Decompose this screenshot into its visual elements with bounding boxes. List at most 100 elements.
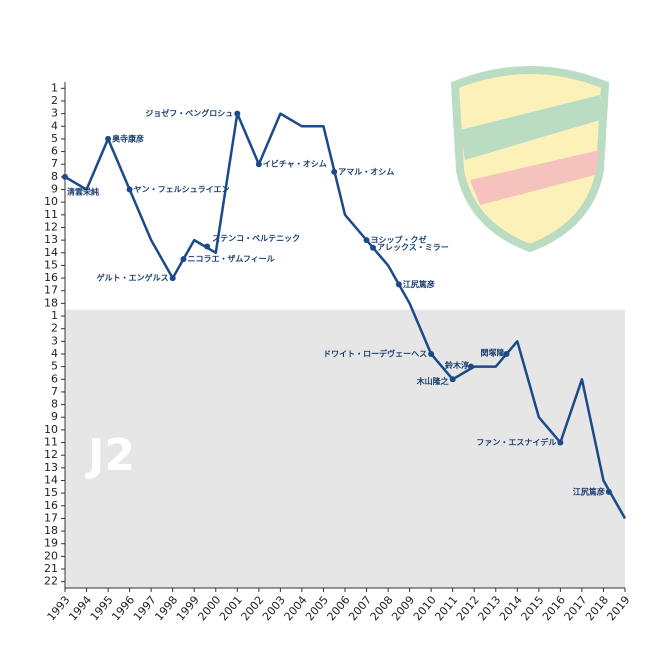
y-tick-label: 17 xyxy=(44,284,58,297)
x-tick-label: 2017 xyxy=(562,594,590,624)
point-label: アマル・オシム xyxy=(338,167,394,176)
point-label: 清雲栄純 xyxy=(67,186,99,196)
point xyxy=(468,363,474,370)
point xyxy=(331,168,338,175)
y-tick-label: 2 xyxy=(51,322,58,335)
x-tick-label: 1995 xyxy=(88,594,116,624)
x-tick-label: 2016 xyxy=(540,594,568,624)
point xyxy=(126,186,133,193)
x-tick-label: 1993 xyxy=(45,594,73,624)
point-label: イビチャ・オシム xyxy=(263,159,327,169)
point xyxy=(204,243,211,250)
x-tick-label: 2011 xyxy=(432,594,460,624)
point xyxy=(363,237,370,244)
x-tick-label: 2014 xyxy=(497,594,525,624)
point-label: ゲルト・エンゲルス xyxy=(97,273,169,283)
x-tick-label: 2008 xyxy=(368,594,396,624)
point xyxy=(370,244,376,251)
y-tick-label: 11 xyxy=(44,208,58,221)
x-tick-label: 2000 xyxy=(195,594,223,624)
y-tick-label: 12 xyxy=(44,448,58,461)
x-tick-label: 1997 xyxy=(131,594,159,624)
point-label: ジョゼフ・ベングロシュ xyxy=(145,108,233,118)
x-tick-label: 2018 xyxy=(583,594,611,624)
point-label: ヤン・フェルシュライエン xyxy=(134,185,230,194)
y-tick-label: 7 xyxy=(51,385,58,398)
y-tick-label: 16 xyxy=(44,271,58,284)
point-label: 木山隆之 xyxy=(416,376,449,386)
division-label: J2 xyxy=(85,430,135,481)
y-tick-label: 14 xyxy=(44,473,58,486)
y-tick-label: 1 xyxy=(51,309,58,322)
point xyxy=(605,488,612,495)
point-label: ステンコ・ベルテニック xyxy=(212,233,300,243)
x-tick-label: 2004 xyxy=(282,594,310,624)
x-tick-label: 2001 xyxy=(217,594,245,624)
point xyxy=(255,161,262,168)
point-label: ヨシップ・クゼ xyxy=(371,235,427,245)
y-tick-label: 8 xyxy=(51,170,58,183)
y-tick-label: 17 xyxy=(44,511,58,524)
y-tick-label: 5 xyxy=(51,360,58,373)
x-tick-label: 1996 xyxy=(109,594,137,624)
point-label: ドワイト・ローデヴェーヘス xyxy=(323,348,427,358)
y-tick-label: 22 xyxy=(44,575,58,588)
x-tick-label: 2006 xyxy=(325,594,353,624)
x-tick-label: 2002 xyxy=(238,594,266,624)
y-tick-label: 8 xyxy=(51,398,58,411)
y-tick-label: 16 xyxy=(44,499,58,512)
y-tick-label: 18 xyxy=(44,296,58,309)
x-tick-label: 1999 xyxy=(174,594,202,624)
x-tick-label: 2019 xyxy=(605,594,633,624)
y-tick-label: 6 xyxy=(51,372,58,385)
point xyxy=(180,256,187,263)
point-label: アレックス・ミラー xyxy=(377,242,449,252)
y-tick-label: 5 xyxy=(51,132,58,145)
y-tick-label: 1 xyxy=(51,81,58,94)
point xyxy=(169,275,176,282)
y-tick-label: 21 xyxy=(44,562,58,575)
y-tick-label: 15 xyxy=(44,486,58,499)
point-label: 奥寺康彦 xyxy=(111,133,144,143)
y-tick-label: 4 xyxy=(51,347,58,360)
point xyxy=(428,350,435,357)
x-tick-label: 2005 xyxy=(303,594,331,624)
point xyxy=(449,376,456,383)
x-tick-label: 2015 xyxy=(518,594,546,624)
point xyxy=(105,135,112,142)
point xyxy=(62,173,68,180)
x-tick-label: 2009 xyxy=(389,594,417,624)
point-label: 江尻篤彦 xyxy=(403,279,435,289)
x-tick-label: 1998 xyxy=(152,594,180,624)
point-label: ファン・エスナイデル xyxy=(476,437,556,447)
y-tick-label: 20 xyxy=(44,549,58,562)
point xyxy=(503,350,510,357)
logo xyxy=(450,66,610,253)
x-tick-label: 2012 xyxy=(454,594,482,624)
y-tick-label: 9 xyxy=(51,410,58,423)
y-tick-label: 18 xyxy=(44,524,58,537)
y-tick-label: 3 xyxy=(51,107,58,120)
y-tick-label: 11 xyxy=(44,436,58,449)
x-tick-label: 1994 xyxy=(66,594,94,624)
line xyxy=(64,112,627,520)
x-tick-label: 2013 xyxy=(475,594,503,624)
point-label: 関塚隆 xyxy=(481,347,506,357)
y-tick-label: 12 xyxy=(44,220,58,233)
point-label: 江尻篤彦 xyxy=(573,486,605,496)
y-tick-label: 19 xyxy=(44,537,58,550)
point-label: 鈴木淳 xyxy=(445,360,469,370)
y-tick-label: 4 xyxy=(51,119,58,132)
x-tick-label: 2007 xyxy=(346,594,374,624)
y-tick-label: 2 xyxy=(51,94,58,107)
y-tick-label: 10 xyxy=(44,423,58,436)
y-tick-label: 14 xyxy=(44,246,58,259)
x-tick-label: 2003 xyxy=(260,594,288,624)
y-tick-label: 15 xyxy=(44,258,58,271)
y-tick-label: 13 xyxy=(44,233,58,246)
point xyxy=(234,110,241,117)
division-shade xyxy=(65,309,625,588)
y-tick-label: 7 xyxy=(51,157,58,170)
point xyxy=(395,281,402,288)
